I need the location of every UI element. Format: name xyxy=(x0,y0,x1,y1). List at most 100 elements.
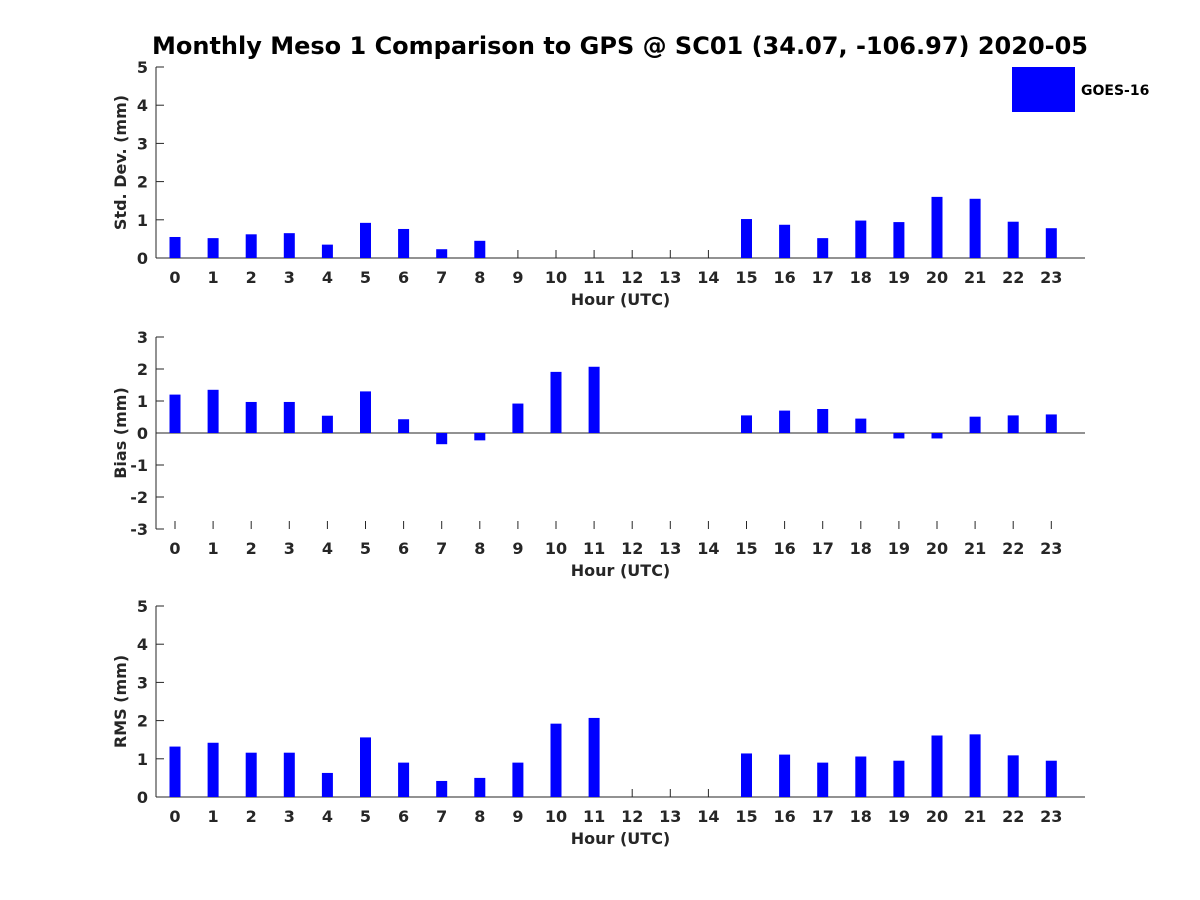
x-tick-label: 16 xyxy=(773,268,795,287)
x-tick-label: 3 xyxy=(284,807,295,826)
x-tick-label: 3 xyxy=(284,539,295,558)
bar-hour-0 xyxy=(169,394,181,433)
bar-hour-11 xyxy=(588,366,600,433)
x-tick-label: 6 xyxy=(398,539,409,558)
y-tick-label: -1 xyxy=(130,456,148,475)
y-tick-label: 4 xyxy=(137,96,148,115)
x-tick-label: 9 xyxy=(512,268,523,287)
x-tick-label: 13 xyxy=(659,268,681,287)
bar-hour-23 xyxy=(1045,414,1057,433)
x-tick-label: 20 xyxy=(926,268,948,287)
legend-label: GOES-16 xyxy=(1081,83,1149,99)
bar-hour-19 xyxy=(893,760,905,797)
x-tick-label: 23 xyxy=(1040,539,1062,558)
x-tick-label: 8 xyxy=(474,807,485,826)
x-tick-label: 10 xyxy=(545,807,567,826)
x-tick-label: 20 xyxy=(926,807,948,826)
x-tick-label: 17 xyxy=(812,539,834,558)
x-tick-label: 5 xyxy=(360,539,371,558)
x-tick-label: 15 xyxy=(735,268,757,287)
y-axis-label: RMS (mm) xyxy=(111,655,130,748)
bar-hour-5 xyxy=(360,737,371,797)
y-tick-label: 5 xyxy=(137,597,148,616)
x-tick-label: 19 xyxy=(888,539,910,558)
x-tick-label: 1 xyxy=(208,807,219,826)
x-tick-label: 1 xyxy=(208,539,219,558)
x-tick-label: 2 xyxy=(246,539,257,558)
x-tick-label: 18 xyxy=(850,807,872,826)
bar-hour-3 xyxy=(283,401,295,433)
y-tick-label: 1 xyxy=(137,392,148,411)
x-tick-label: 2 xyxy=(246,807,257,826)
x-tick-label: 23 xyxy=(1040,807,1062,826)
bar-hour-18 xyxy=(855,418,867,433)
x-tick-label: 18 xyxy=(850,268,872,287)
x-tick-label: 12 xyxy=(621,807,643,826)
legend-swatch xyxy=(1012,67,1075,112)
x-tick-label: 14 xyxy=(697,268,719,287)
x-tick-label: 22 xyxy=(1002,807,1024,826)
bar-hour-7 xyxy=(436,433,448,445)
bar-hour-15 xyxy=(741,415,752,433)
bar-hour-0 xyxy=(169,746,181,797)
bar-hour-20 xyxy=(931,196,943,258)
x-tick-label: 6 xyxy=(398,807,409,826)
y-tick-label: 3 xyxy=(137,673,148,692)
bar-hour-0 xyxy=(169,236,181,258)
bar-hour-9 xyxy=(512,762,524,797)
x-tick-label: 4 xyxy=(322,807,333,826)
y-tick-label: 1 xyxy=(137,750,148,769)
bar-hour-6 xyxy=(398,419,410,433)
x-tick-label: 0 xyxy=(169,268,180,287)
bar-hour-20 xyxy=(931,433,943,439)
bar-hour-10 xyxy=(550,371,562,433)
x-tick-label: 5 xyxy=(360,268,371,287)
bar-hour-17 xyxy=(817,238,829,258)
x-tick-label: 2 xyxy=(246,268,257,287)
x-tick-label: 17 xyxy=(812,268,834,287)
x-tick-label: 5 xyxy=(360,807,371,826)
bar-hour-5 xyxy=(360,222,371,258)
x-tick-label: 22 xyxy=(1002,268,1024,287)
bar-hour-3 xyxy=(283,233,295,258)
bar-hour-8 xyxy=(474,777,486,797)
x-tick-label: 9 xyxy=(512,807,523,826)
x-tick-label: 10 xyxy=(545,268,567,287)
bar-hour-18 xyxy=(855,756,867,797)
bar-hour-23 xyxy=(1045,228,1057,258)
x-tick-label: 19 xyxy=(888,268,910,287)
bar-hour-1 xyxy=(207,238,219,258)
bar-hour-3 xyxy=(283,752,295,797)
x-tick-label: 11 xyxy=(583,539,605,558)
x-tick-label: 8 xyxy=(474,268,485,287)
bar-hour-16 xyxy=(779,754,791,797)
x-axis-label: Hour (UTC) xyxy=(571,829,671,848)
x-tick-label: 17 xyxy=(812,807,834,826)
x-tick-label: 1 xyxy=(208,268,219,287)
bar-hour-5 xyxy=(360,391,371,433)
x-tick-label: 14 xyxy=(697,807,719,826)
y-tick-label: 4 xyxy=(137,635,148,654)
bar-hour-4 xyxy=(321,244,333,258)
y-tick-label: 3 xyxy=(137,328,148,347)
x-tick-label: 15 xyxy=(735,539,757,558)
bar-hour-8 xyxy=(474,433,486,441)
bar-hour-2 xyxy=(245,234,257,258)
x-tick-label: 21 xyxy=(964,807,986,826)
y-tick-label: 2 xyxy=(137,173,148,192)
bar-hour-21 xyxy=(969,198,981,258)
x-tick-label: 9 xyxy=(512,539,523,558)
bar-hour-4 xyxy=(321,415,333,433)
bar-hour-1 xyxy=(207,742,219,797)
x-tick-label: 3 xyxy=(284,268,295,287)
bar-hour-19 xyxy=(893,222,905,258)
y-tick-label: 2 xyxy=(137,712,148,731)
x-tick-label: 16 xyxy=(773,539,795,558)
x-tick-label: 21 xyxy=(964,268,986,287)
bar-hour-23 xyxy=(1045,760,1057,797)
x-tick-label: 7 xyxy=(436,268,447,287)
x-tick-label: 12 xyxy=(621,539,643,558)
